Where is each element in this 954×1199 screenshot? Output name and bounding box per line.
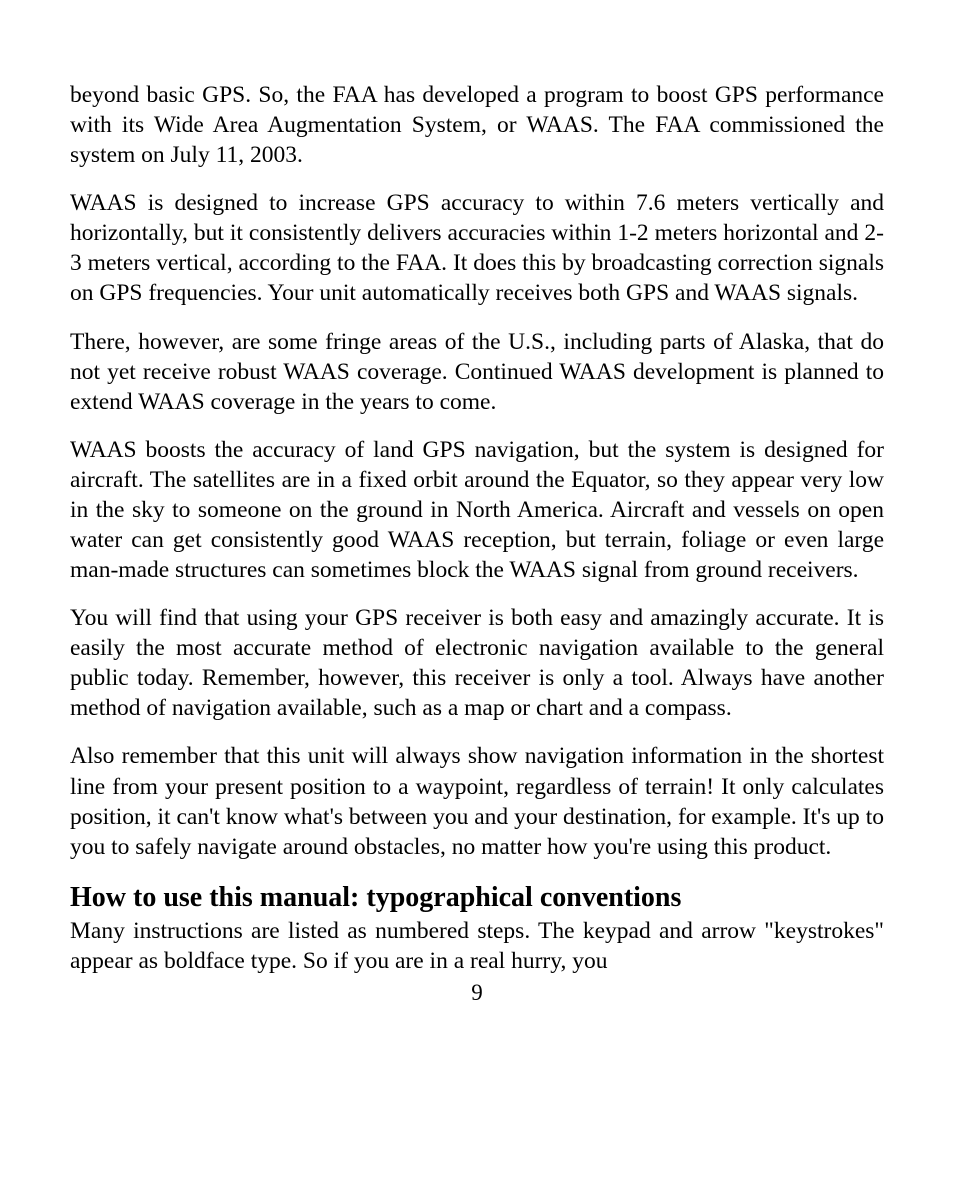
document-page: beyond basic GPS. So, the FAA has develo… [0,0,954,1199]
body-paragraph: beyond basic GPS. So, the FAA has develo… [70,80,884,170]
body-paragraph: WAAS is designed to increase GPS accurac… [70,188,884,308]
body-paragraph: You will find that using your GPS receiv… [70,603,884,723]
page-number: 9 [70,980,884,1006]
section-heading: How to use this manual: typographical co… [70,882,884,914]
body-paragraph: There, however, are some fringe areas of… [70,327,884,417]
body-paragraph: WAAS boosts the accuracy of land GPS nav… [70,435,884,585]
body-paragraph: Many instructions are listed as numbered… [70,916,884,976]
body-paragraph: Also remember that this unit will always… [70,741,884,861]
